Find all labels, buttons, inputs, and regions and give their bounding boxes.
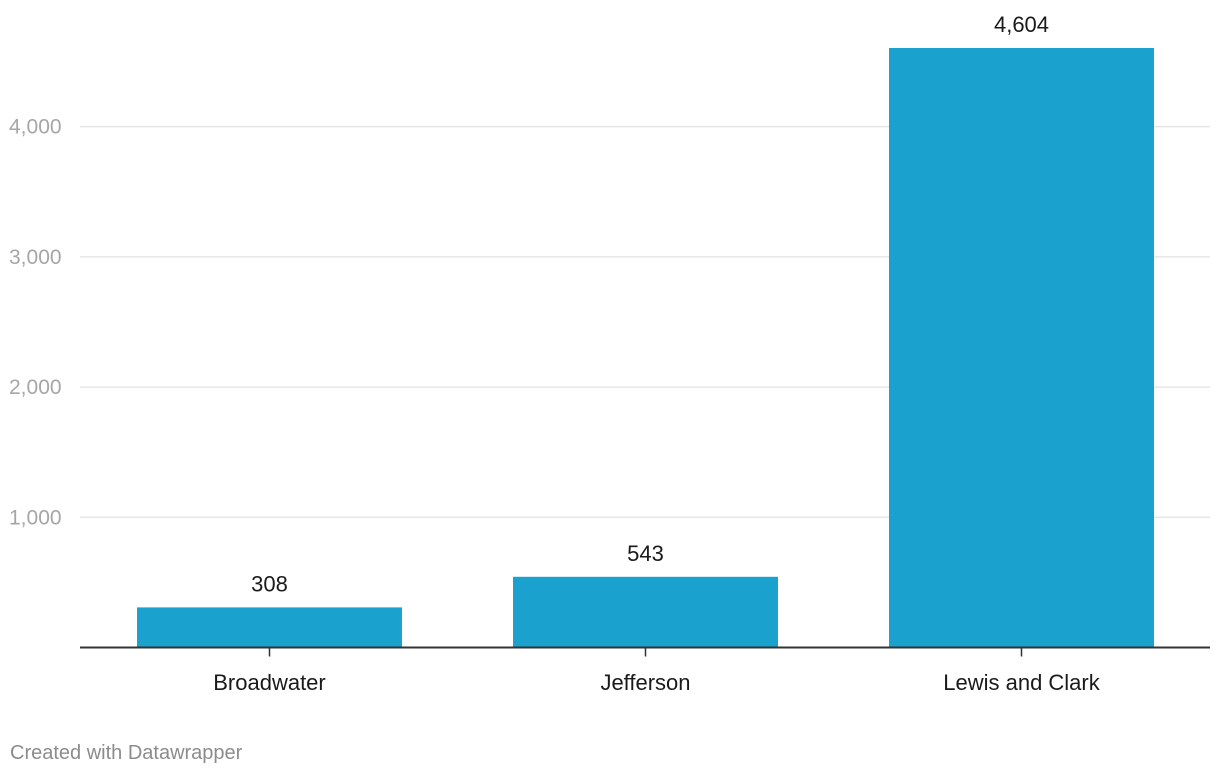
y-tick-label: 4,000	[9, 116, 62, 139]
data-labels: 308 543 4,604	[251, 12, 1049, 596]
data-label: 543	[627, 541, 664, 566]
x-tick-label: Lewis and Clark	[943, 670, 1101, 695]
y-axis-tick-labels: 1,000 2,000 3,000 4,000	[9, 116, 62, 530]
data-label: 4,604	[994, 12, 1049, 37]
bar	[137, 607, 402, 648]
bar	[889, 48, 1154, 648]
x-axis-ticks: Broadwater Jefferson Lewis and Clark	[213, 647, 1101, 695]
credit-text: Created with Datawrapper	[10, 742, 243, 764]
x-tick-label: Broadwater	[213, 670, 326, 695]
y-tick-label: 3,000	[9, 246, 62, 269]
bars	[137, 48, 1154, 648]
bar	[513, 576, 778, 648]
y-tick-label: 1,000	[9, 506, 62, 529]
x-tick-label: Jefferson	[600, 670, 690, 695]
data-label: 308	[251, 571, 288, 596]
y-tick-label: 2,000	[9, 376, 62, 399]
